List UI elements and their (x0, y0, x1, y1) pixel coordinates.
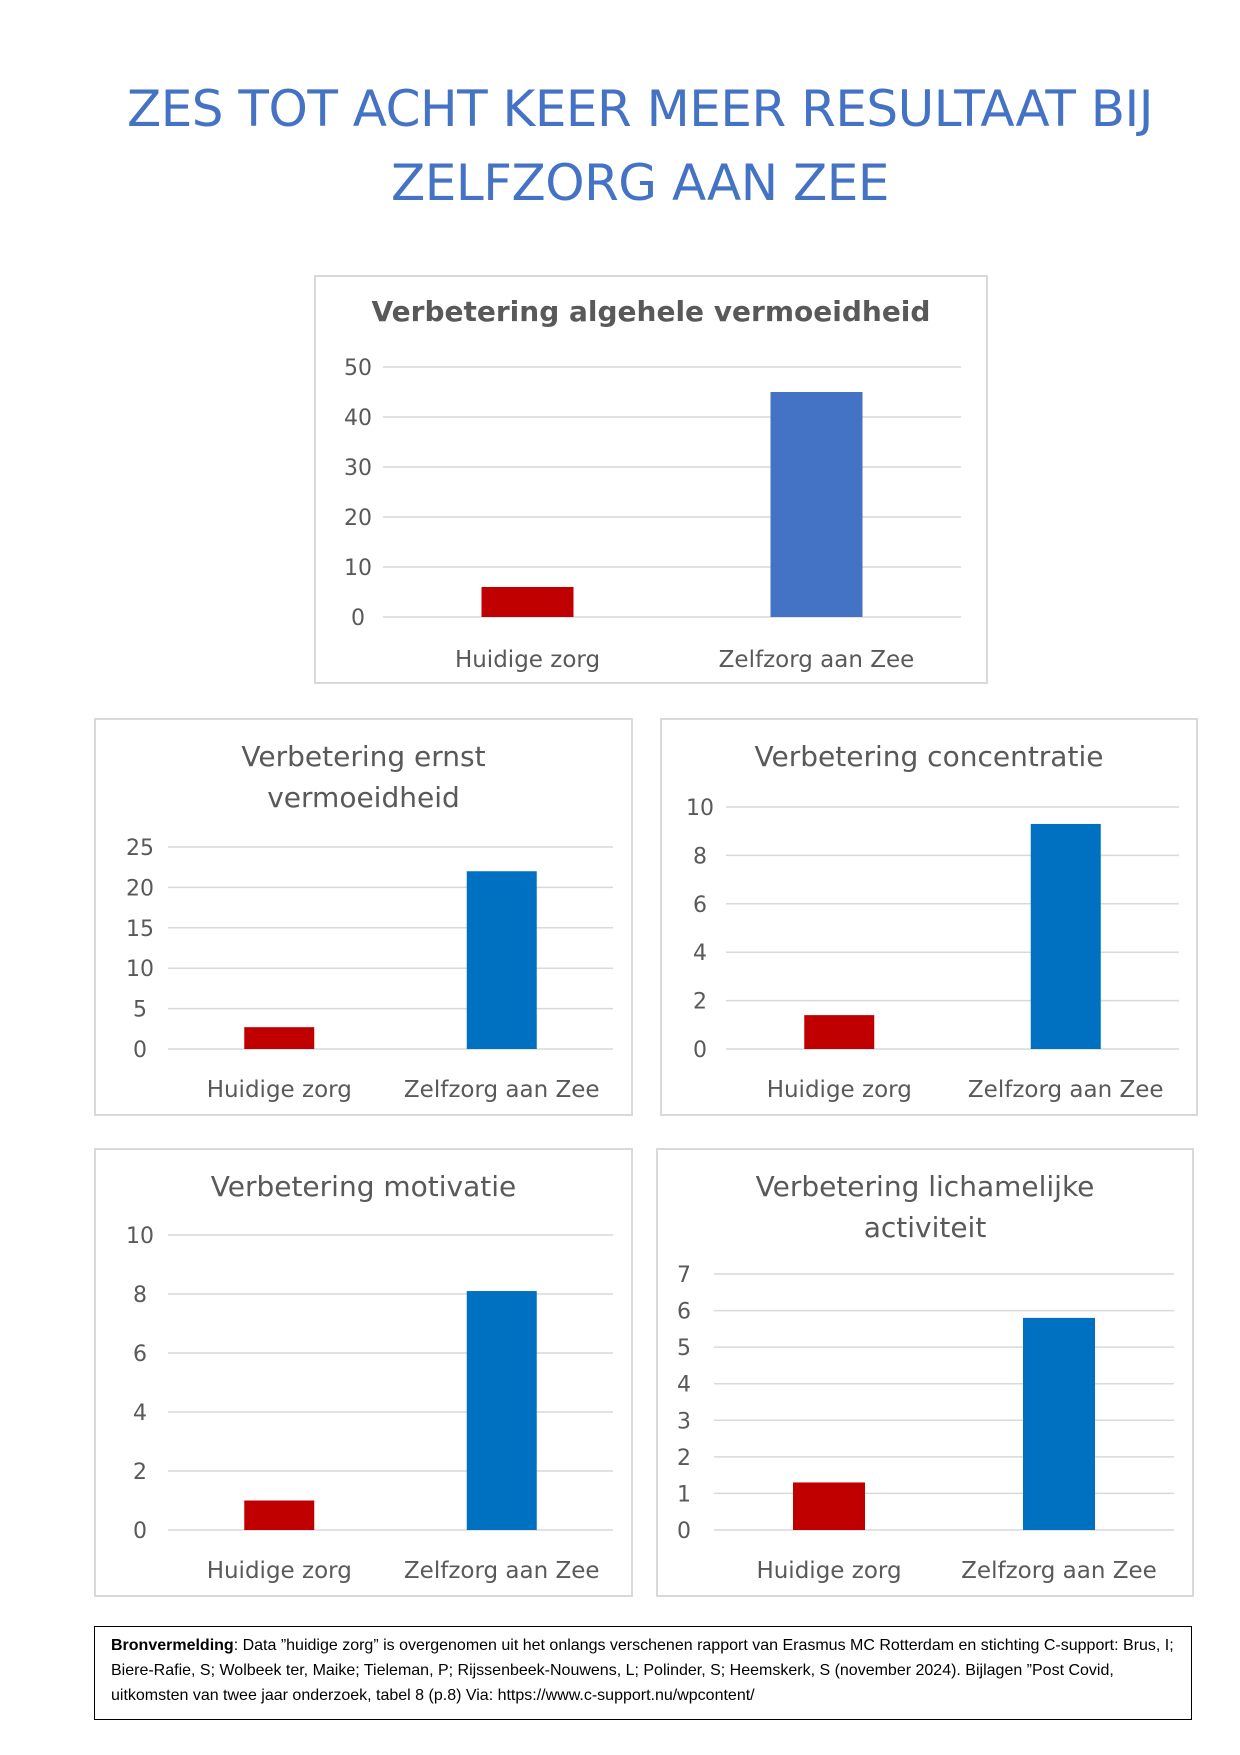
x-category-label: Huidige zorg (207, 1077, 352, 1103)
y-tick-label: 2 (133, 1460, 147, 1485)
x-category-label: Zelfzorg aan Zee (404, 1558, 600, 1584)
page-title-line-2: ZELFZORG AAN ZEE (391, 154, 889, 212)
bar (793, 1482, 865, 1530)
source-note-text: : Data ”huidige zorg” is overgenomen uit… (111, 1637, 1174, 1704)
y-tick-label: 8 (133, 1283, 147, 1308)
y-tick-label: 6 (133, 1342, 147, 1367)
x-category-label: Huidige zorg (767, 1077, 912, 1103)
bar-chart-svg: 0 5 10 15 20 25 Huidige zorg Zelfzorg aan Zee (126, 836, 613, 1103)
y-tick-label: 10 (686, 796, 714, 821)
y-tick-label: 6 (677, 1300, 691, 1325)
y-tick-label: 5 (133, 998, 147, 1023)
y-tick-label: 25 (126, 836, 154, 861)
source-note-label: Bronvermelding (111, 1637, 234, 1654)
bar (466, 1291, 537, 1530)
chart-title: Verbetering algehele vermoeidheid (371, 295, 931, 328)
chart-title-line-1: Verbetering lichamelijke (755, 1170, 1095, 1203)
y-tick-label: 10 (126, 1224, 154, 1249)
bar (1023, 1317, 1095, 1530)
chart-motivatie: Verbetering motivatie 0 2 4 6 8 10 Huidige zor… (94, 1148, 633, 1597)
y-tick-label: 5 (677, 1336, 691, 1361)
y-tick-label: 0 (351, 606, 365, 631)
bar (244, 1500, 315, 1530)
chart-title-line-2: activiteit (863, 1211, 987, 1244)
bar (466, 871, 537, 1049)
y-tick-label: 1 (677, 1482, 691, 1507)
y-tick-label: 40 (344, 406, 372, 431)
bar (481, 587, 574, 617)
x-category-label: Zelfzorg aan Zee (719, 647, 915, 673)
y-tick-label: 30 (344, 456, 372, 481)
page-title: ZES TOT ACHT KEER MEER RESULTAAT BIJ ZEL… (0, 72, 1240, 220)
bar (804, 1015, 875, 1049)
y-tick-label: 2 (677, 1446, 691, 1471)
y-tick-label: 0 (693, 1038, 707, 1063)
y-tick-label: 50 (344, 356, 372, 381)
y-tick-label: 0 (133, 1038, 147, 1063)
chart-title-line-2: vermoeidheid (267, 781, 460, 814)
chart-algehele-vermoeidheid: Verbetering algehele vermoeidheid 0 10 20 3… (314, 275, 988, 684)
y-tick-label: 15 (126, 917, 154, 942)
chart-concentratie: Verbetering concentratie 0 2 4 6 8 10 Huidige … (660, 718, 1198, 1116)
chart-title: Verbetering concentratie (754, 740, 1104, 773)
x-category-label: Huidige zorg (207, 1558, 352, 1584)
x-category-label: Zelfzorg aan Zee (968, 1077, 1164, 1103)
chart-title: Verbetering motivatie (210, 1170, 517, 1203)
x-category-label: Huidige zorg (455, 647, 600, 673)
source-note: Bronvermelding: Data ”huidige zorg” is o… (94, 1626, 1192, 1720)
y-tick-label: 4 (677, 1373, 691, 1398)
chart-title-line-1: Verbetering ernst (241, 740, 486, 773)
y-tick-label: 20 (344, 506, 372, 531)
bar-chart-svg: 0 10 20 30 40 50 Huidige zorg Zelfzorg aan Zee (344, 356, 961, 673)
y-tick-label: 6 (693, 893, 707, 918)
bar (770, 392, 863, 617)
bar-chart-svg: 0 2 4 6 8 10 Huidige zorg Zelfzorg aan Zee (126, 1224, 613, 1584)
y-tick-label: 20 (126, 876, 154, 901)
bar (1030, 823, 1101, 1049)
y-tick-label: 8 (693, 844, 707, 869)
y-tick-label: 4 (133, 1401, 147, 1426)
page-title-line-1: ZES TOT ACHT KEER MEER RESULTAAT BIJ (126, 80, 1154, 138)
x-category-label: Zelfzorg aan Zee (404, 1077, 600, 1103)
y-tick-label: 7 (677, 1263, 691, 1288)
bar-chart-svg: 0 2 4 6 8 10 Huidige zorg Zelfzorg aan Zee (686, 796, 1179, 1103)
chart-lichamelijke-activiteit: Verbetering lichamelijke activiteit 0 1 2 3… (656, 1148, 1194, 1597)
y-tick-label: 4 (693, 941, 707, 966)
x-category-label: Zelfzorg aan Zee (961, 1558, 1157, 1584)
y-tick-label: 0 (677, 1519, 691, 1544)
x-category-label: Huidige zorg (756, 1558, 901, 1584)
chart-title: Verbetering ernst vermoeidheid (96, 736, 631, 818)
chart-title: Verbetering lichamelijke activiteit (658, 1166, 1192, 1248)
bar (244, 1027, 315, 1049)
y-tick-label: 2 (693, 990, 707, 1015)
y-tick-label: 10 (126, 957, 154, 982)
bar-chart-svg: 0 1 2 3 4 5 6 7 Huidige zorg Zelfzorg aan Zee (677, 1263, 1174, 1584)
y-tick-label: 3 (677, 1409, 691, 1434)
y-tick-label: 10 (344, 556, 372, 581)
chart-ernst-vermoeidheid: Verbetering ernst vermoeidheid 0 5 10 15 20 2… (94, 718, 633, 1116)
y-tick-label: 0 (133, 1519, 147, 1544)
